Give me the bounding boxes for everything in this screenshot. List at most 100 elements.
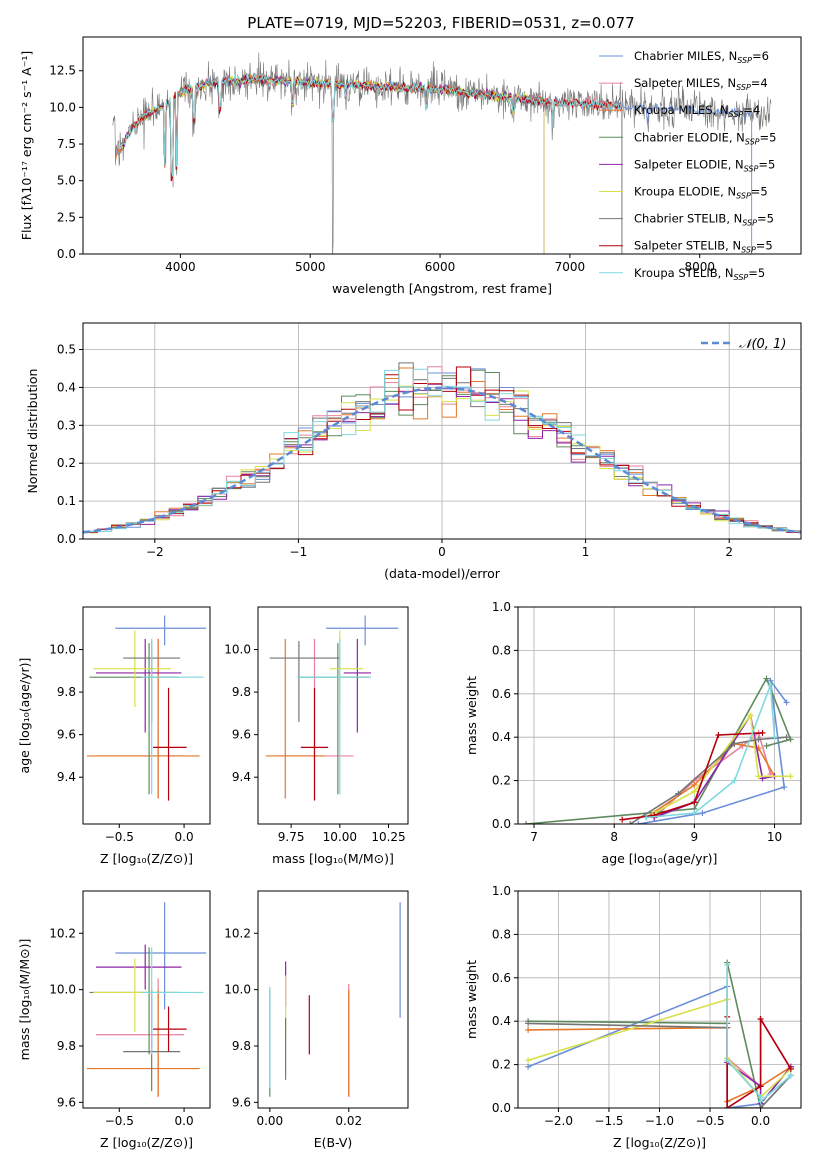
weight-point-marker xyxy=(715,732,722,739)
axes-frame xyxy=(257,606,409,825)
x-axis-label: Z [log₁₀(Z/Z⊙)] xyxy=(613,1135,706,1150)
panel-weight_vs_age: 7 8 9 10 0.0 0.2 0.4 0.6 0.8 1.0 age [log₁₀(age/yr… xyxy=(464,600,802,866)
weight-point-marker xyxy=(523,821,530,824)
x-tick-label: 9.75 xyxy=(278,830,305,844)
y-tick-label: 0.2 xyxy=(492,1058,511,1072)
y-tick-label: 10.0 xyxy=(224,643,251,657)
weight-point-marker xyxy=(757,1016,764,1023)
y-tick-label: 0.4 xyxy=(57,380,76,394)
weight-point-marker xyxy=(783,699,790,706)
y-tick-label: 9.6 xyxy=(57,728,76,742)
legend-label-model: Chabrier MILES, N xyxy=(634,49,737,63)
legend-label: Kroupa ELODIE, NSSP=5 xyxy=(634,185,768,201)
x-tick-label: 10.00 xyxy=(323,830,357,844)
legend-label-model: Kroupa ELODIE, N xyxy=(634,185,736,199)
weight-point-marker xyxy=(755,773,762,780)
y-tick-label: 0.2 xyxy=(492,774,511,788)
x-tick-label: 0.02 xyxy=(335,1114,362,1128)
y-tick-label: 0.0 xyxy=(57,247,76,261)
error-bar xyxy=(330,630,364,707)
weight-point-marker xyxy=(781,784,788,791)
legend-label: Salpeter ELODIE, NSSP=5 xyxy=(634,157,775,173)
x-tick-label: 10 xyxy=(767,830,782,844)
legend-label: Salpeter STELIB, NSSP=5 xyxy=(634,239,773,255)
error-bar xyxy=(95,944,182,990)
weight-point-marker xyxy=(763,742,770,749)
weight-point-marker xyxy=(787,736,794,743)
weight-point-marker xyxy=(787,1072,794,1079)
y-tick-label: 7.5 xyxy=(57,137,76,151)
y-tick-label: 10.0 xyxy=(49,100,76,114)
axes-frame xyxy=(257,890,409,1109)
error-bar xyxy=(115,902,207,1010)
y-tick-label: 9.8 xyxy=(57,1039,76,1053)
error-bar xyxy=(343,638,371,733)
legend-label-sub: SSP xyxy=(729,110,744,119)
legend-label: Salpeter MILES, NSSP=4 xyxy=(634,76,768,92)
x-tick-label: 0.00 xyxy=(256,1114,283,1128)
axes-frame xyxy=(82,36,802,255)
axes-frame xyxy=(82,890,211,1109)
error-bar xyxy=(269,641,340,722)
legend-label-count: =5 xyxy=(756,239,773,253)
legend-label-count: =4 xyxy=(743,103,760,117)
error-bar xyxy=(152,1006,187,1052)
error-bar xyxy=(89,947,179,1055)
error-bar xyxy=(95,638,182,733)
y-axis-label: Normed distribution xyxy=(25,369,40,494)
x-tick-label: 0.0 xyxy=(175,830,194,844)
weight-point-marker xyxy=(525,1063,532,1070)
histogram-series xyxy=(83,368,801,533)
x-tick-label: 0.0 xyxy=(751,1114,770,1128)
y-tick-label: 0.1 xyxy=(57,494,76,508)
y-tick-label: 10.2 xyxy=(49,926,76,940)
legend-label-sub: SSP xyxy=(741,246,756,255)
axes-frame xyxy=(517,606,802,825)
weight-point-marker xyxy=(691,799,698,806)
legend-label-model: Chabrier ELODIE, N xyxy=(634,130,745,144)
y-tick-label: 9.6 xyxy=(57,1095,76,1109)
panel-spectrum: 4000 5000 6000 7000 8000 0.0 2.5 5.0 7.5 10.0 12.5… xyxy=(19,36,802,296)
weight-point-marker xyxy=(757,1083,764,1090)
x-tick-label: 0 xyxy=(438,545,446,559)
x-tick-label: −2.0 xyxy=(544,1114,573,1128)
weight-point-marker xyxy=(757,1105,764,1108)
weight-point-marker xyxy=(619,816,626,823)
error-bar xyxy=(298,643,370,795)
error-bar xyxy=(95,978,185,1097)
weight-point-marker xyxy=(635,821,642,824)
legend-label-sub: SSP xyxy=(745,137,760,146)
weight-point-marker xyxy=(767,682,774,689)
error-bar xyxy=(265,638,325,799)
x-tick-label: 6000 xyxy=(425,260,456,274)
y-tick-label: 1.0 xyxy=(492,600,511,614)
weight-point-marker xyxy=(627,821,634,824)
y-tick-label: 5.0 xyxy=(57,174,76,188)
legend-label-count: =5 xyxy=(751,185,768,199)
x-tick-label: −2 xyxy=(146,545,164,559)
weight-point-marker xyxy=(783,734,790,741)
y-tick-label: 9.8 xyxy=(232,1039,251,1053)
y-axis-label: mass weight xyxy=(464,960,479,1039)
x-tick-label: −0.5 xyxy=(105,1114,134,1128)
legend-label-model: Chabrier STELIB, N xyxy=(634,212,742,226)
weight-point-marker xyxy=(724,1105,731,1108)
y-tick-label: 0.6 xyxy=(492,687,511,701)
weight-point-marker xyxy=(757,1098,764,1105)
x-tick-label: 5000 xyxy=(295,260,326,274)
error-bar xyxy=(93,958,172,1032)
axes-frame xyxy=(517,890,802,1109)
y-tick-label: 0.8 xyxy=(492,643,511,657)
x-axis-label: Z [log₁₀(Z/Z⊙)] xyxy=(100,1135,193,1150)
y-tick-label: 0.6 xyxy=(492,971,511,985)
legend-label-model: Kroupa STELIB, N xyxy=(634,266,734,280)
spectrum-model-line xyxy=(120,74,623,182)
y-axis-label: age [log₁₀(age/yr)] xyxy=(17,658,32,774)
legend-label: 𝒩(0, 1) xyxy=(739,337,786,352)
y-tick-label: 12.5 xyxy=(49,64,76,78)
y-tick-label: 10.2 xyxy=(224,926,251,940)
weight-point-marker xyxy=(755,736,762,743)
legend-label-sub: SSP xyxy=(737,56,752,65)
legend-label-count: =5 xyxy=(748,266,765,280)
weight-point-marker xyxy=(643,814,650,821)
